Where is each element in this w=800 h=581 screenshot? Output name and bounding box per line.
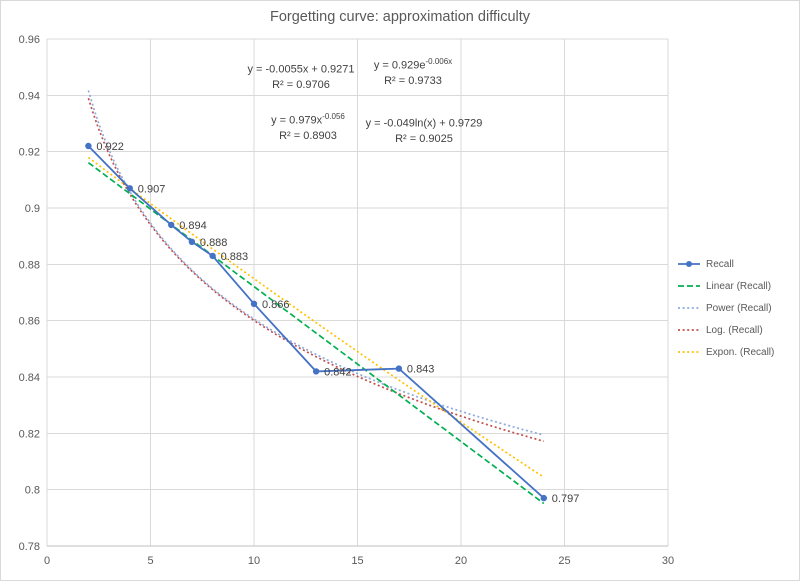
svg-text:0.84: 0.84	[19, 372, 40, 384]
equation-exponent: -0.056	[322, 112, 345, 121]
equation-text: y = -0.049ln(x) + 0.9729	[365, 117, 483, 130]
trendline-linear[interactable]	[87, 162, 545, 505]
equation-r2: R² = 0.9025	[395, 132, 453, 145]
svg-text:0.842: 0.842	[324, 366, 352, 378]
recall-series[interactable]	[85, 142, 547, 502]
trendline-equation-exponential[interactable]: y = 0.929e-0.006x R² = 0.9733	[353, 54, 473, 89]
equation-text: y = 0.979x	[271, 114, 323, 127]
trendline-equation-linear[interactable]: y = -0.0055x + 0.9271 R² = 0.9706	[226, 58, 376, 93]
svg-text:0.843: 0.843	[407, 364, 435, 376]
svg-text:0.92: 0.92	[19, 147, 40, 159]
legend-line-sample	[678, 285, 700, 287]
svg-text:0.8: 0.8	[25, 485, 40, 497]
legend-line-sample	[678, 351, 700, 353]
svg-text:0.888: 0.888	[200, 237, 228, 249]
legend-item[interactable]: Recall	[677, 253, 774, 275]
legend-label: Linear (Recall)	[706, 280, 772, 292]
legend-label: Expon. (Recall)	[706, 346, 775, 358]
equation-r2: R² = 0.9706	[272, 78, 330, 91]
legend-line-sample	[678, 307, 700, 309]
data-point[interactable]	[168, 221, 175, 229]
svg-text:0.9: 0.9	[25, 203, 40, 215]
trendline-equation-power[interactable]: y = 0.979x-0.056 R² = 0.8903	[248, 109, 368, 144]
data-point[interactable]	[85, 142, 92, 150]
legend-item[interactable]: Power (Recall)	[677, 297, 774, 319]
axis-tick-labels: 0.96 0.94 0.92 0.9 0.88 0.86 0.84 0.82 0.8 0.78 0 5…	[19, 34, 675, 567]
svg-text:0.96: 0.96	[19, 34, 40, 46]
svg-text:30: 30	[662, 555, 674, 567]
data-point[interactable]	[540, 494, 547, 502]
svg-text:15: 15	[351, 555, 363, 567]
equation-text: y = 0.929e	[373, 59, 426, 72]
data-point[interactable]	[312, 368, 320, 375]
trendline-exp[interactable]	[87, 156, 545, 478]
legend-item[interactable]: Linear (Recall)	[677, 275, 774, 297]
svg-text:0.883: 0.883	[221, 251, 249, 263]
equation-exponent: -0.006x	[425, 57, 453, 66]
data-labels[interactable]: 0.922 0.907 0.894 0.888 0.883 0.866 0.842 0.843…	[96, 141, 579, 505]
data-point[interactable]	[250, 300, 258, 307]
equation-r2: R² = 0.8903	[279, 129, 337, 142]
trendline-power[interactable]	[87, 90, 545, 436]
svg-text:20: 20	[455, 555, 467, 567]
legend-label: Power (Recall)	[706, 302, 772, 314]
data-point[interactable]	[188, 238, 196, 245]
legend-label: Log. (Recall)	[706, 324, 763, 336]
svg-text:0.907: 0.907	[138, 183, 166, 195]
svg-text:0.866: 0.866	[262, 299, 290, 311]
legend-line-sample	[678, 261, 700, 267]
data-point[interactable]	[395, 365, 403, 372]
svg-text:10: 10	[248, 555, 260, 567]
trendline-equation-log[interactable]: y = -0.049ln(x) + 0.9729 R² = 0.9025	[349, 112, 499, 147]
svg-text:0.922: 0.922	[96, 141, 124, 153]
svg-text:5: 5	[147, 555, 153, 567]
trendline-log[interactable]	[87, 98, 545, 443]
svg-text:0.94: 0.94	[19, 90, 40, 102]
equation-r2: R² = 0.9733	[384, 74, 442, 87]
svg-text:0.894: 0.894	[179, 220, 207, 232]
svg-text:25: 25	[558, 555, 570, 567]
equation-text: y = -0.0055x + 0.9271	[247, 63, 355, 76]
legend-item[interactable]: Log. (Recall)	[677, 319, 774, 341]
legend: Recall Linear (Recall) Power (Recall) Log. …	[677, 253, 774, 363]
svg-text:0: 0	[44, 555, 50, 567]
svg-text:0.82: 0.82	[19, 428, 40, 440]
svg-text:0.78: 0.78	[19, 541, 40, 553]
legend-label: Recall	[706, 258, 734, 270]
legend-line-sample	[678, 329, 700, 331]
legend-item[interactable]: Expon. (Recall)	[677, 341, 774, 363]
chart-title[interactable]: Forgetting curve: approximation difficul…	[269, 9, 531, 25]
data-point[interactable]	[126, 185, 133, 192]
data-point[interactable]	[209, 252, 216, 260]
gridlines	[46, 38, 669, 547]
svg-text:0.88: 0.88	[19, 259, 40, 271]
svg-text:0.86: 0.86	[19, 316, 40, 328]
svg-text:0.797: 0.797	[552, 493, 580, 505]
